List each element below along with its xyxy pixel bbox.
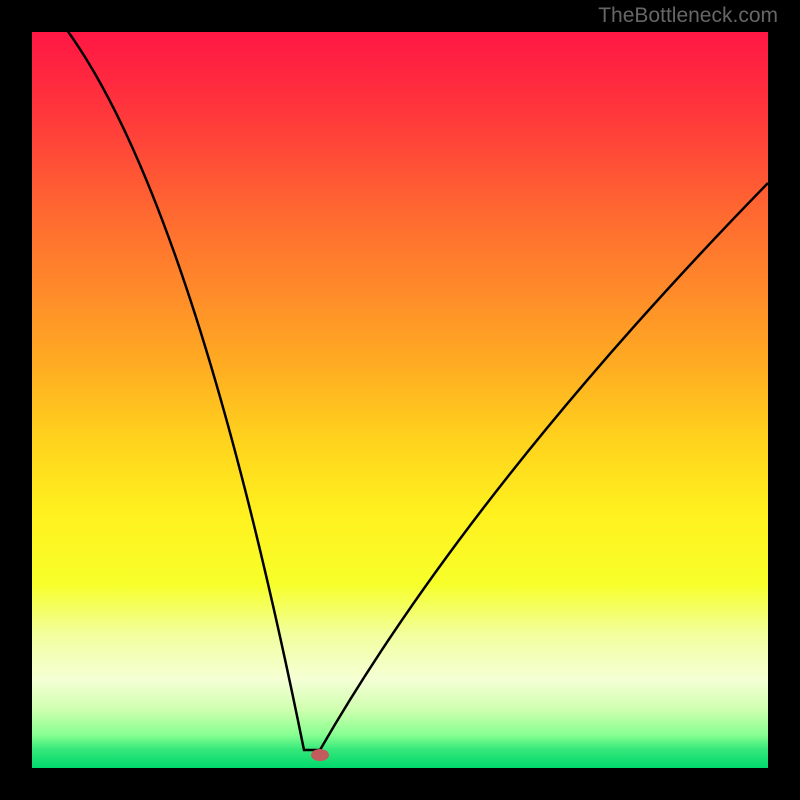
watermark-text: TheBottleneck.com: [598, 4, 778, 28]
bottleneck-chart: [0, 0, 800, 800]
vertex-marker: [311, 749, 329, 761]
plot-background: [32, 32, 768, 768]
chart-container: TheBottleneck.com: [0, 0, 800, 800]
